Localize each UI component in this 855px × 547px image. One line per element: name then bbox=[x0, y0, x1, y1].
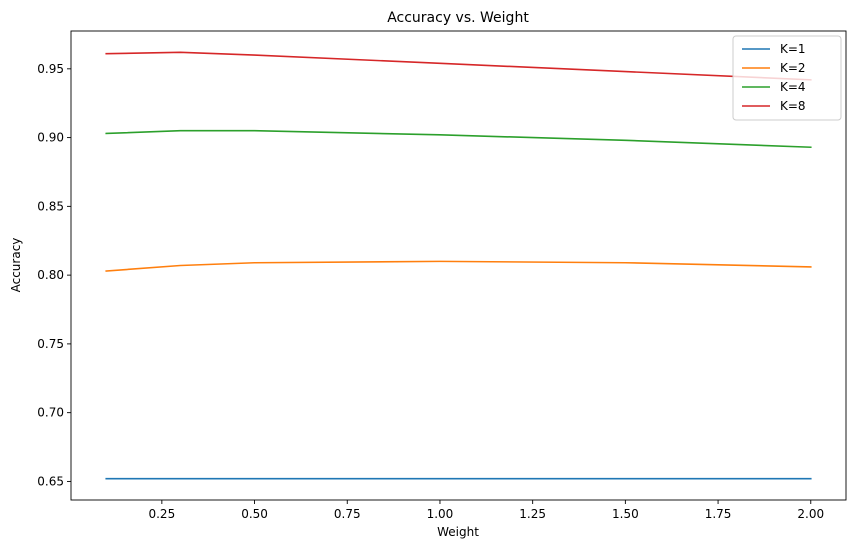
legend-box bbox=[732, 35, 842, 121]
x-axis-label: Weight bbox=[437, 525, 479, 539]
y-axis: 0.65 0.70 0.75 0.80 0.85 0.90 0.95 bbox=[37, 62, 71, 488]
legend-label: K=2 bbox=[780, 61, 806, 75]
series-line-k-2 bbox=[105, 260, 812, 272]
x-axis: 0.25 0.50 0.75 1.00 1.25 1.50 1.75 2.00 bbox=[148, 500, 824, 521]
legend: K=1 K=2 K=4 K=8 bbox=[732, 35, 842, 121]
y-tick-label: 0.85 bbox=[37, 199, 64, 213]
legend-label: K=4 bbox=[780, 80, 806, 94]
x-tick-label: 1.75 bbox=[705, 507, 732, 521]
y-axis-label: Accuracy bbox=[9, 238, 23, 293]
x-tick-label: 0.50 bbox=[241, 507, 268, 521]
y-tick-label: 0.90 bbox=[37, 131, 64, 145]
x-tick-label: 1.00 bbox=[427, 507, 454, 521]
series-line-k-4 bbox=[105, 129, 812, 149]
legend-label: K=8 bbox=[780, 99, 806, 113]
series-line-k-8 bbox=[105, 51, 812, 81]
y-tick-label: 0.75 bbox=[37, 337, 64, 351]
plot-frame bbox=[70, 30, 847, 501]
y-tick-label: 0.95 bbox=[37, 62, 64, 76]
x-tick-label: 0.25 bbox=[148, 507, 175, 521]
x-tick-label: 1.25 bbox=[519, 507, 546, 521]
y-tick-label: 0.80 bbox=[37, 268, 64, 282]
legend-label: K=1 bbox=[780, 42, 806, 56]
x-tick-label: 2.00 bbox=[797, 507, 824, 521]
y-tick-label: 0.65 bbox=[37, 474, 64, 488]
series-layer bbox=[105, 51, 812, 480]
x-tick-label: 1.50 bbox=[612, 507, 639, 521]
chart-title: Accuracy vs. Weight bbox=[387, 10, 529, 26]
y-tick-label: 0.70 bbox=[37, 406, 64, 420]
x-tick-label: 0.75 bbox=[334, 507, 361, 521]
